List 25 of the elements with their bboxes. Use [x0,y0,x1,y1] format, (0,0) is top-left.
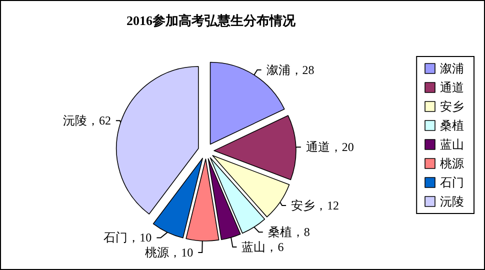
category-label: 通道 [440,80,464,94]
legend-label: 通道 [306,140,330,154]
legend-label: 桑植 [268,225,292,240]
legend-label: 溆浦 [440,62,464,76]
data-label: ，20 [330,140,354,154]
category-label: 桑植 [440,118,464,132]
data-label: ，6 [266,240,284,254]
slice-label: 溆浦 [266,62,290,77]
data-label: ，10 [128,230,152,245]
slice-label: 沅陵 [62,114,87,128]
data-label: ，10 [169,245,194,260]
data-label: ，28 [290,62,314,77]
legend-label: 安乡 [291,198,316,213]
chart-title: 2016参加高考弘慧生分布情况 [126,13,296,28]
category-label: 安乡 [440,100,464,114]
legend-label: 蓝山 [440,138,464,152]
data-label: ，62 [86,114,111,128]
legend-label: 沅陵 [440,194,464,208]
legend-label: 石门 [440,176,464,190]
data-label: ，12 [315,198,340,213]
legend-label: 桃源 [440,156,464,170]
slice-label: 桃源 [145,245,170,260]
slice-label: 石门 [104,230,128,245]
slice-label: 蓝山 [242,240,266,254]
data-label: ，8 [292,225,310,240]
